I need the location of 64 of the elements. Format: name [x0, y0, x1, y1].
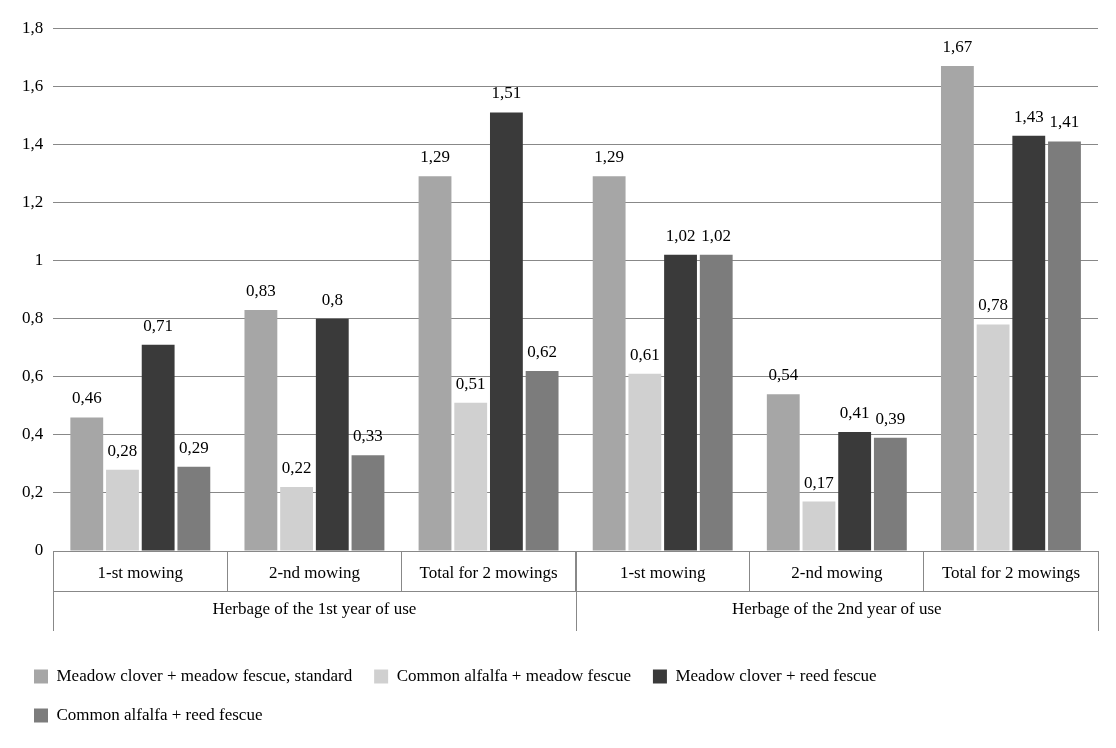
data-label: 0,71: [143, 315, 174, 335]
y-tick-label: 0,6: [22, 366, 44, 386]
bar: [838, 431, 872, 551]
bar: [1012, 135, 1046, 551]
bar: [664, 254, 697, 551]
data-label: 0,29: [178, 437, 209, 457]
bar: [106, 469, 139, 551]
bar: [454, 402, 488, 551]
data-label: 0,46: [71, 388, 102, 408]
data-label: 1,41: [1049, 112, 1080, 132]
legend-label: Meadow clover + meadow fescue, standard: [56, 665, 353, 685]
data-label: 0,83: [246, 280, 276, 300]
data-label: 0,54: [768, 365, 799, 385]
legend-label: Common alfalfa + meadow fescue: [396, 665, 631, 685]
bar: [802, 501, 836, 551]
bar: [940, 65, 974, 551]
bar: [976, 324, 1010, 551]
bar: [418, 176, 452, 551]
legend-label: Common alfalfa + reed fescue: [56, 704, 263, 724]
y-tick-label: 1,8: [22, 17, 44, 37]
data-label: 1,67: [942, 36, 973, 56]
y-tick-label: 0,8: [22, 308, 44, 328]
x-tick-label: 2-nd mowing: [268, 562, 361, 582]
y-tick-label: 1,2: [22, 191, 44, 211]
data-label: 0,39: [875, 408, 906, 428]
bar: [628, 373, 662, 551]
y-tick-label: 0: [34, 540, 44, 560]
data-label: 0,41: [839, 402, 870, 422]
data-label: 0,33: [353, 426, 383, 446]
data-label: 0,22: [281, 458, 312, 478]
data-label: 0,8: [321, 289, 343, 309]
data-label: 1,29: [420, 147, 450, 167]
data-label: 1,51: [491, 83, 522, 103]
x-tick-label: Total for 2 mowings: [419, 562, 558, 582]
bar: [766, 394, 800, 551]
data-label: 0,51: [455, 373, 486, 393]
y-tick-label: 0,2: [22, 482, 44, 502]
data-label: 1,02: [665, 225, 696, 245]
bar: [280, 487, 314, 551]
data-label: 0,28: [107, 440, 138, 460]
data-label: 0,62: [527, 341, 557, 361]
bar: [315, 318, 349, 551]
x-tick-label: 1-st mowing: [619, 562, 706, 582]
legend-label: Meadow clover + reed fescue: [675, 665, 877, 685]
y-tick-label: 0,4: [22, 424, 44, 444]
x-tick-label: Total for 2 mowings: [941, 562, 1080, 582]
data-label: 1,02: [701, 225, 732, 245]
bar: [489, 112, 523, 551]
x-tick-label: 2-nd mowing: [791, 562, 883, 582]
data-label: 0,78: [978, 295, 1008, 315]
text: Herbage of the 1st year of use: [212, 598, 417, 618]
y-tick-label: 1,4: [22, 133, 44, 153]
bar: [70, 417, 104, 551]
bar: [141, 344, 175, 551]
data-label: 0,61: [629, 344, 660, 364]
data-label: 1,29: [594, 147, 625, 167]
text: Herbage of the 2nd year of use: [732, 598, 942, 618]
bar: [592, 176, 626, 551]
y-tick-label: 1: [34, 250, 44, 270]
bar: [244, 309, 278, 551]
data-label: 0,17: [804, 472, 835, 492]
x-tick-label: 1-st mowing: [97, 562, 184, 582]
data-label: 1,43: [1013, 106, 1044, 126]
y-tick-label: 1,6: [22, 75, 44, 95]
